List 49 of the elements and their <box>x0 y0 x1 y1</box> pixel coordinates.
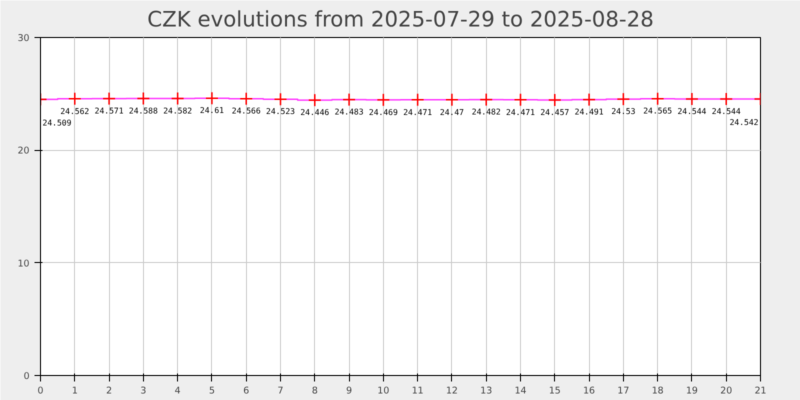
x-tick-label: 13 <box>480 386 492 396</box>
x-tick-label: 12 <box>446 386 458 396</box>
x-tick-label: 7 <box>278 386 284 396</box>
x-tick-label: 17 <box>617 386 630 396</box>
x-tick-label: 15 <box>548 386 561 396</box>
y-tick-label: 0 <box>24 371 30 382</box>
x-tick-label: 10 <box>377 386 390 396</box>
x-tick-label: 0 <box>38 386 44 396</box>
data-label: 24.482 <box>472 108 501 117</box>
data-label: 24.47 <box>440 108 464 117</box>
data-label: 24.582 <box>163 106 192 116</box>
chart-title: CZK evolutions from 2025-07-29 to 2025-08-28 <box>147 8 654 32</box>
data-label: 24.483 <box>334 108 364 117</box>
data-label: 24.509 <box>42 118 72 128</box>
x-tick-label: 8 <box>312 386 318 396</box>
data-label: 24.457 <box>540 108 570 117</box>
x-tick-label: 16 <box>583 386 596 396</box>
x-tick-label: 9 <box>346 386 352 396</box>
data-label: 24.61 <box>200 106 224 116</box>
x-tick-label: 2 <box>106 386 112 396</box>
data-label: 24.565 <box>643 106 672 116</box>
data-label: 24.566 <box>232 106 261 116</box>
x-tick-label: 5 <box>208 386 215 396</box>
data-label: 24.544 <box>712 106 741 116</box>
data-label: 24.491 <box>574 108 604 117</box>
data-label: 24.471 <box>506 108 536 117</box>
data-label: 24.588 <box>128 106 158 116</box>
y-tick-label: 20 <box>18 146 30 157</box>
x-tick-label: 21 <box>754 386 766 396</box>
x-tick-label: 19 <box>686 386 698 396</box>
data-label: 24.53 <box>611 107 636 116</box>
x-tick-label: 20 <box>720 386 732 396</box>
data-label: 24.544 <box>677 106 707 116</box>
x-tick-label: 18 <box>652 386 664 396</box>
data-label: 24.469 <box>368 108 398 117</box>
x-tick-label: 6 <box>243 386 250 396</box>
y-tick-label: 30 <box>18 33 30 44</box>
x-tick-label: 4 <box>174 386 181 396</box>
y-tick-label: 10 <box>18 258 30 270</box>
data-label: 24.562 <box>60 106 90 116</box>
x-tick-label: 1 <box>72 386 78 396</box>
data-label: 24.542 <box>730 118 759 127</box>
data-label: 24.446 <box>300 108 330 118</box>
x-tick-label: 14 <box>514 386 526 396</box>
x-tick-label: 11 <box>412 386 424 396</box>
data-label: 24.471 <box>403 108 432 117</box>
data-label: 24.571 <box>94 106 124 116</box>
x-tick-label: 3 <box>140 386 146 396</box>
data-label: 24.523 <box>266 107 296 116</box>
